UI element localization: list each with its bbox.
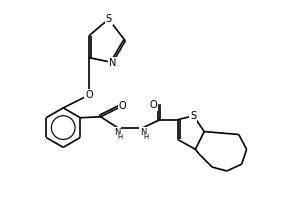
Text: O: O [149,100,157,110]
Text: H: H [118,134,123,140]
Text: O: O [85,90,93,100]
Text: O: O [118,101,126,111]
Text: N: N [140,128,146,137]
Text: S: S [106,14,112,24]
Text: S: S [190,111,196,121]
Text: N: N [114,128,121,137]
Text: H: H [143,134,149,140]
Text: N: N [109,58,116,68]
